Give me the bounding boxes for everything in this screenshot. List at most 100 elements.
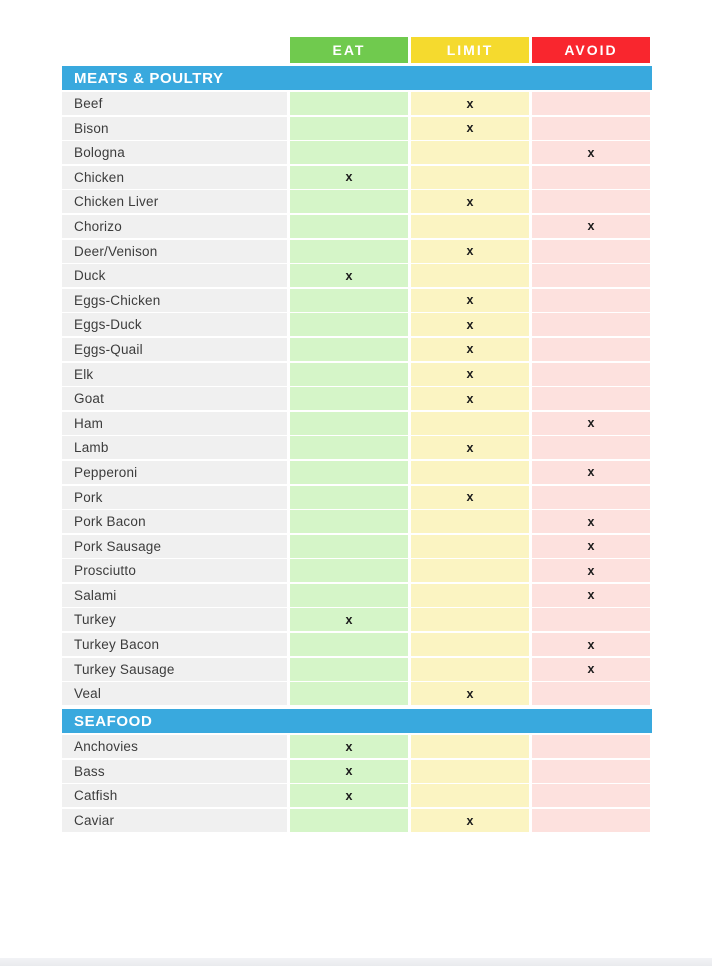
eat-cell xyxy=(290,460,408,484)
avoid-cell xyxy=(532,387,650,411)
limit-cell: x xyxy=(411,682,529,706)
eat-cell: x xyxy=(290,735,408,759)
table-row: Pork Bacon x xyxy=(62,510,652,534)
column-header-row: EAT LIMIT AVOID xyxy=(62,37,652,63)
eat-cell xyxy=(290,534,408,558)
table-row: Eggs-Duck x xyxy=(62,313,652,337)
table-row: Ham x xyxy=(62,411,652,435)
food-label: Bologna xyxy=(62,141,287,165)
eat-cell xyxy=(290,485,408,509)
table-row: Caviar x xyxy=(62,809,652,833)
food-label: Bison xyxy=(62,116,287,140)
avoid-cell xyxy=(532,784,650,808)
table-row: Pork x xyxy=(62,485,652,509)
limit-cell xyxy=(411,534,529,558)
food-label: Pork Sausage xyxy=(62,534,287,558)
table-row: Turkey x xyxy=(62,608,652,632)
food-label: Eggs-Duck xyxy=(62,313,287,337)
food-label: Lamb xyxy=(62,436,287,460)
section-header-seafood: SEAFOOD xyxy=(62,709,652,734)
limit-column-header: LIMIT xyxy=(411,37,529,63)
table-row: Turkey Bacon x xyxy=(62,633,652,657)
limit-cell xyxy=(411,141,529,165)
avoid-cell xyxy=(532,288,650,312)
food-label: Beef xyxy=(62,92,287,115)
eat-cell xyxy=(290,411,408,435)
avoid-cell xyxy=(532,337,650,361)
avoid-cell xyxy=(532,735,650,759)
section-header-meats-poultry: MEATS & POULTRY xyxy=(62,66,652,90)
eat-cell xyxy=(290,583,408,607)
limit-cell xyxy=(411,165,529,189)
table-row: Catfish x xyxy=(62,784,652,808)
eat-cell xyxy=(290,92,408,115)
limit-cell xyxy=(411,784,529,808)
eat-cell xyxy=(290,436,408,460)
limit-cell: x xyxy=(411,436,529,460)
limit-cell: x xyxy=(411,239,529,263)
food-label: Duck xyxy=(62,264,287,288)
avoid-cell xyxy=(532,682,650,706)
limit-cell xyxy=(411,759,529,783)
limit-cell xyxy=(411,633,529,657)
eat-cell xyxy=(290,809,408,833)
eat-cell xyxy=(290,559,408,583)
table-row: Salami x xyxy=(62,583,652,607)
table-row: Bologna x xyxy=(62,141,652,165)
limit-cell: x xyxy=(411,362,529,386)
avoid-cell xyxy=(532,313,650,337)
food-label: Elk xyxy=(62,362,287,386)
table-row: Bass x xyxy=(62,759,652,783)
table-row: Chicken x xyxy=(62,165,652,189)
table-sections: MEATS & POULTRY Beef x Bison x Bologna x Chicke… xyxy=(62,66,652,833)
table-row: Veal x xyxy=(62,682,652,706)
eat-cell xyxy=(290,337,408,361)
eat-cell xyxy=(290,116,408,140)
table-row: Beef x xyxy=(62,92,652,115)
food-label: Chicken Liver xyxy=(62,190,287,214)
avoid-cell xyxy=(532,759,650,783)
table-row: Anchovies x xyxy=(62,735,652,759)
avoid-cell xyxy=(532,239,650,263)
eat-cell xyxy=(290,190,408,214)
food-label: Veal xyxy=(62,682,287,706)
avoid-cell: x xyxy=(532,510,650,534)
limit-cell xyxy=(411,657,529,681)
eat-cell xyxy=(290,141,408,165)
table-row: Goat x xyxy=(62,387,652,411)
avoid-cell: x xyxy=(532,633,650,657)
food-label: Chicken xyxy=(62,165,287,189)
table-row: Pepperoni x xyxy=(62,460,652,484)
avoid-cell: x xyxy=(532,141,650,165)
table-row: Eggs-Chicken x xyxy=(62,288,652,312)
limit-cell xyxy=(411,264,529,288)
avoid-cell: x xyxy=(532,583,650,607)
food-label: Prosciutto xyxy=(62,559,287,583)
table-row: Chorizo x xyxy=(62,214,652,238)
table-row: Pork Sausage x xyxy=(62,534,652,558)
avoid-cell: x xyxy=(532,534,650,558)
table-row: Bison x xyxy=(62,116,652,140)
limit-cell: x xyxy=(411,288,529,312)
avoid-cell: x xyxy=(532,214,650,238)
food-label: Pork Bacon xyxy=(62,510,287,534)
avoid-cell xyxy=(532,362,650,386)
eat-cell xyxy=(290,214,408,238)
food-label: Goat xyxy=(62,387,287,411)
avoid-cell xyxy=(532,485,650,509)
food-label: Ham xyxy=(62,411,287,435)
eat-column-header: EAT xyxy=(290,37,408,63)
limit-cell xyxy=(411,583,529,607)
limit-cell: x xyxy=(411,190,529,214)
table-row: Duck x xyxy=(62,264,652,288)
avoid-cell xyxy=(532,92,650,115)
table-row: Deer/Venison x xyxy=(62,239,652,263)
food-label: Turkey Sausage xyxy=(62,657,287,681)
avoid-cell: x xyxy=(532,559,650,583)
column-header-spacer xyxy=(62,37,287,63)
table-row: Prosciutto x xyxy=(62,559,652,583)
eat-cell xyxy=(290,239,408,263)
eat-cell xyxy=(290,387,408,411)
avoid-cell: x xyxy=(532,411,650,435)
limit-cell xyxy=(411,608,529,632)
